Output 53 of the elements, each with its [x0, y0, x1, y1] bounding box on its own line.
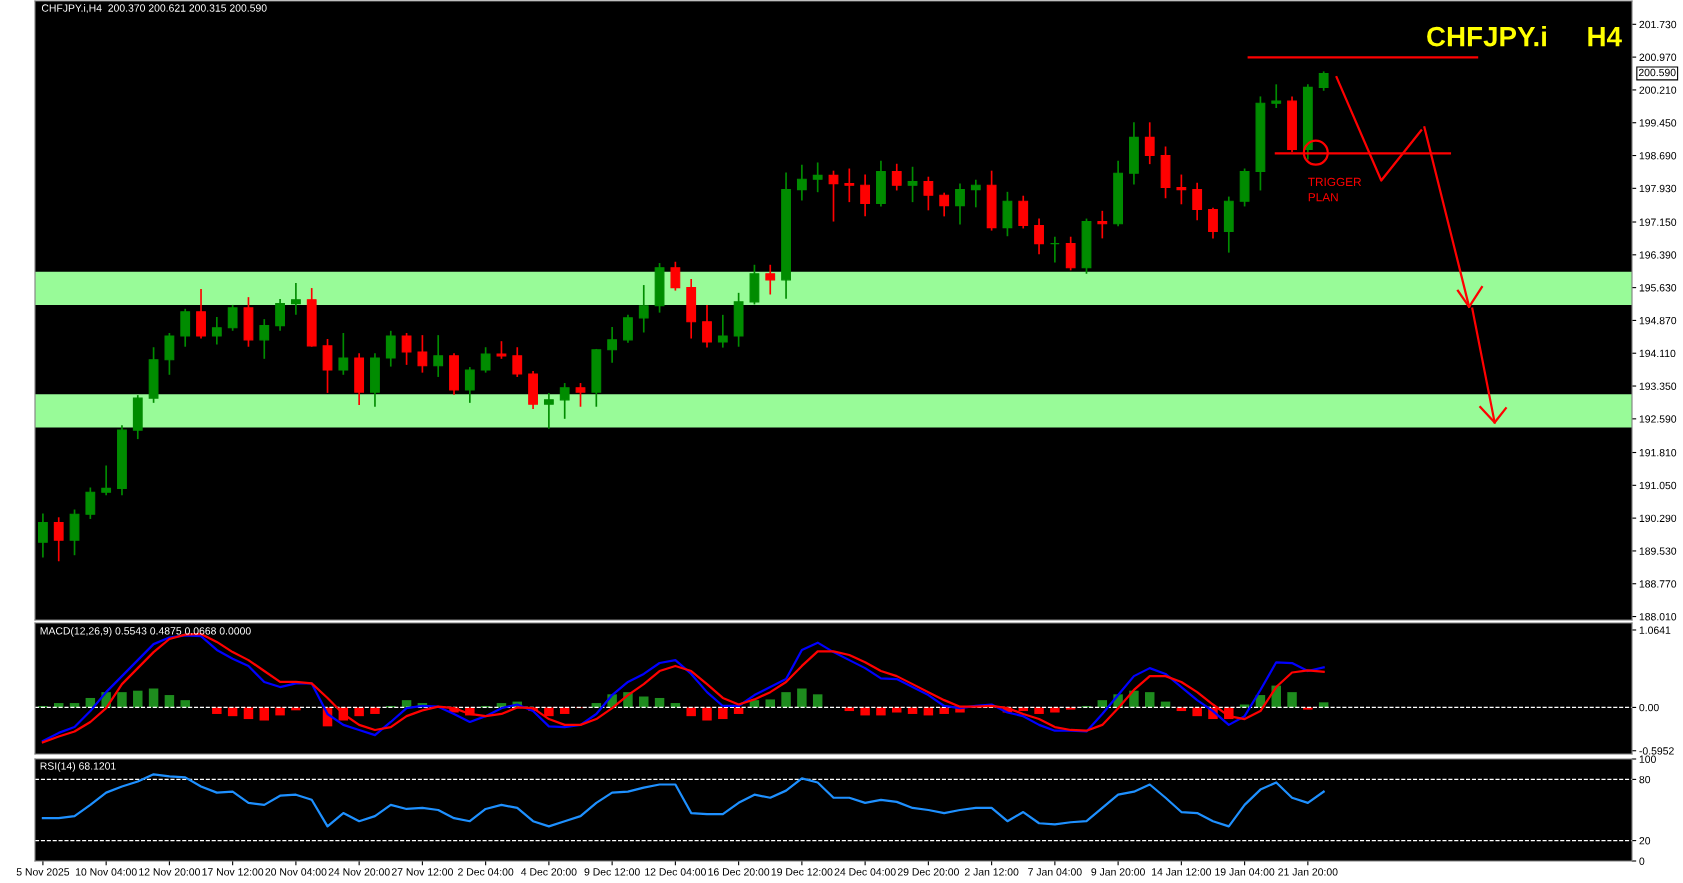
x-tick-label: 12 Dec 04:00 — [645, 868, 706, 876]
x-tick-label: 12 Nov 20:00 — [139, 868, 200, 876]
x-tick-label: 5 Nov 2025 — [16, 868, 70, 876]
x-tick-label: 24 Nov 20:00 — [328, 868, 390, 876]
x-tick-label: 24 Dec 04:00 — [834, 868, 896, 876]
text: 200.590 — [1638, 68, 1676, 77]
y-tick-label: 194.870 — [1639, 316, 1677, 325]
chart-title: RSI(14) 68.1201 — [40, 762, 116, 772]
y-tick-label: 80 — [1639, 775, 1651, 784]
x-tick-label: 9 Dec 12:00 — [584, 868, 640, 876]
y-tick-label: -0.5952 — [1639, 747, 1674, 755]
x-tick-label: 29 Dec 20:00 — [897, 868, 959, 876]
y-tick-label: 191.810 — [1639, 449, 1677, 457]
x-tick-label: 19 Dec 12:00 — [771, 868, 833, 876]
y-tick-label: 201.730 — [1639, 20, 1677, 29]
text: CHFJPY.i H4 — [1427, 26, 1622, 47]
y-tick-label: 188.010 — [1639, 613, 1677, 621]
y-tick-label: 188.770 — [1639, 580, 1677, 588]
y-tick-label: 200.210 — [1639, 86, 1677, 94]
y-tick-label: 198.690 — [1639, 152, 1677, 160]
x-tick-label: 7 Jan 04:00 — [1028, 868, 1082, 876]
y-tick-label: 190.290 — [1639, 514, 1677, 523]
y-tick-label: 192.590 — [1639, 415, 1677, 423]
y-tick-label: 199.450 — [1639, 119, 1677, 127]
y-tick-label: 189.530 — [1639, 547, 1677, 555]
x-tick-label: 4 Dec 20:00 — [521, 868, 577, 876]
y-tick-label: 193.350 — [1639, 382, 1677, 390]
annotation: TRIGGER PLAN — [1308, 177, 1362, 202]
y-tick-label: 100 — [1639, 755, 1656, 763]
x-tick-label: 20 Nov 04:00 — [265, 868, 327, 876]
y-tick-label: 194.110 — [1639, 349, 1676, 358]
y-tick-label: 20 — [1639, 837, 1651, 845]
x-tick-label: 9 Jan 20:00 — [1091, 868, 1145, 876]
y-tick-label: 200.970 — [1639, 53, 1677, 61]
y-tick-label: 0 — [1639, 857, 1645, 865]
chart-subtitle: CHFJPY.i,H4 200.370 200.621 200.315 200.590 — [41, 4, 267, 13]
x-tick-label: 2 Jan 12:00 — [964, 868, 1019, 876]
x-tick-label: 17 Nov 12:00 — [202, 868, 264, 876]
chart-title: MACD(12,26,9) 0.5543 0.4875 0.0668 0.0000 — [40, 626, 251, 637]
y-tick-label: 197.150 — [1639, 218, 1677, 226]
y-tick-label: 196.390 — [1639, 251, 1677, 259]
y-tick-label: 191.050 — [1639, 481, 1677, 490]
x-tick-label: 14 Jan 12:00 — [1152, 868, 1212, 876]
x-tick-label: 10 Nov 04:00 — [75, 868, 137, 876]
x-tick-label: 19 Jan 04:00 — [1215, 868, 1275, 876]
x-tick-label: 21 Jan 20:00 — [1278, 868, 1338, 876]
x-tick-label: 2 Dec 04:00 — [458, 868, 514, 876]
x-tick-label: 27 Nov 12:00 — [391, 868, 453, 876]
y-tick-label: 197.930 — [1639, 184, 1677, 193]
y-tick-label: 0.00 — [1639, 703, 1659, 712]
x-tick-label: 16 Dec 20:00 — [708, 868, 770, 876]
y-tick-label: 1.0641 — [1639, 626, 1671, 634]
y-tick-label: 195.630 — [1639, 284, 1677, 292]
